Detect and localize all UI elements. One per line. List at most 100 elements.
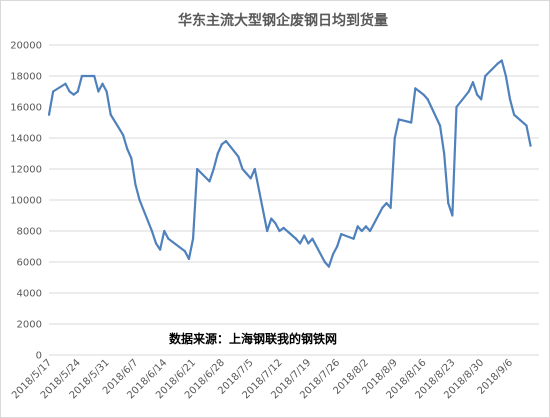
- data-point: [443, 152, 446, 155]
- data-point: [196, 167, 199, 171]
- data-point: [80, 74, 84, 78]
- data-point: [529, 144, 532, 147]
- data-point: [389, 206, 392, 209]
- data-point: [68, 90, 71, 93]
- data-point: [311, 237, 314, 240]
- data-point: [64, 82, 67, 85]
- data-point: [245, 172, 248, 175]
- data-point: [154, 242, 158, 245]
- data-point: [381, 206, 384, 209]
- data-point: [410, 121, 413, 124]
- data-point: [307, 242, 310, 245]
- data-point: [471, 81, 475, 84]
- data-point: [266, 229, 269, 233]
- data-point: [323, 260, 326, 264]
- data-point: [331, 253, 335, 256]
- data-point: [513, 113, 516, 116]
- data-point: [484, 74, 487, 78]
- y-tick-label: 18000: [10, 72, 42, 83]
- data-point: [159, 248, 162, 251]
- y-tick-label: 16000: [10, 103, 42, 114]
- data-point: [101, 82, 104, 85]
- data-point: [336, 245, 339, 248]
- data-point: [455, 105, 458, 109]
- data-point: [76, 90, 79, 93]
- data-point: [500, 59, 503, 62]
- data-point: [237, 155, 240, 158]
- data-point: [47, 113, 51, 116]
- data-point: [414, 87, 417, 90]
- data-point: [508, 98, 512, 101]
- data-point: [270, 217, 273, 220]
- y-tick-label: 8000: [17, 227, 42, 238]
- data-point: [467, 90, 470, 93]
- data-point: [504, 74, 507, 78]
- data-point: [282, 226, 285, 229]
- data-point: [130, 157, 133, 160]
- data-point: [253, 167, 256, 171]
- data-point: [224, 140, 228, 143]
- data-points: [47, 59, 532, 268]
- data-point: [121, 133, 125, 136]
- data-point: [385, 202, 388, 205]
- data-point: [191, 237, 195, 240]
- data-point: [278, 229, 281, 233]
- data-point: [183, 250, 186, 253]
- chart-title: 华东主流大型钢企废钢日均到货量: [178, 12, 388, 29]
- data-point: [352, 237, 355, 240]
- data-point: [241, 167, 244, 171]
- data-point: [303, 234, 306, 237]
- y-tick-label: 6000: [17, 258, 42, 269]
- data-point: [364, 225, 368, 228]
- data-point: [52, 90, 55, 93]
- data-point: [340, 233, 343, 236]
- data-point: [150, 229, 153, 233]
- y-axis-ticks: 0 2000 4000 6000 8000 10000 12000 14000 16000 180…: [10, 41, 42, 362]
- data-point: [134, 183, 137, 186]
- data-point: [393, 136, 396, 140]
- data-point: [525, 124, 528, 127]
- y-tick-label: 2000: [17, 320, 42, 331]
- data-point: [72, 93, 75, 96]
- y-tick-label: 4000: [17, 289, 42, 300]
- data-point: [126, 147, 129, 150]
- data-point: [438, 124, 442, 127]
- data-point: [105, 90, 108, 93]
- data-point: [167, 237, 170, 240]
- y-tick-label: 10000: [10, 196, 42, 207]
- data-point: [451, 214, 454, 217]
- data-point: [187, 257, 191, 260]
- data-point: [212, 167, 215, 171]
- data-point: [298, 242, 302, 245]
- data-point: [496, 62, 499, 65]
- data-point: [249, 177, 252, 180]
- data-point: [368, 229, 372, 233]
- data-point: [274, 222, 277, 225]
- y-tick-label: 12000: [10, 165, 42, 176]
- data-point: [97, 90, 100, 93]
- source-annotation: 数据来源：上海钢联我的钢铁网: [169, 331, 337, 346]
- y-tick-label: 14000: [10, 134, 42, 145]
- data-point: [327, 265, 330, 268]
- data-point: [426, 98, 429, 101]
- data-point: [216, 152, 219, 155]
- data-point: [138, 198, 141, 202]
- data-point: [93, 74, 96, 78]
- data-point: [220, 143, 223, 146]
- data-point: [109, 113, 112, 116]
- data-point: [447, 202, 450, 205]
- data-point: [475, 93, 479, 96]
- data-point: [360, 229, 363, 233]
- data-point: [356, 225, 359, 228]
- data-point: [208, 180, 211, 183]
- data-point: [422, 93, 425, 96]
- y-tick-label: 0: [36, 351, 42, 362]
- gridlines: [49, 44, 539, 325]
- data-point: [163, 229, 166, 233]
- data-point: [397, 118, 400, 121]
- data-point: [480, 98, 483, 101]
- series-line: [47, 59, 532, 268]
- data-point: [418, 90, 421, 93]
- x-axis-ticks: 2018/5/172018/5/242018/5/312018/6/72018/…: [10, 357, 515, 401]
